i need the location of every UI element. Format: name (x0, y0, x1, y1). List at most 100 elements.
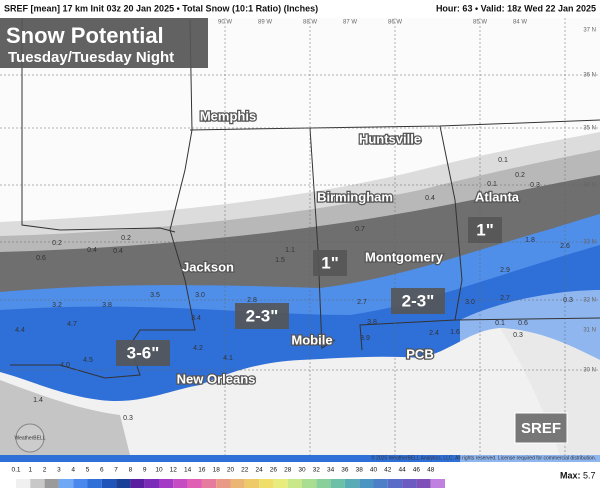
subtitle: Tuesday/Tuesday Night (8, 49, 174, 66)
city-label: Memphis (200, 108, 256, 123)
legend-tick: 42 (384, 467, 392, 474)
legend-swatch (302, 479, 317, 488)
legend-swatch (430, 479, 445, 488)
snow-amount: 0.4 (425, 195, 435, 202)
legend-tick: 40 (370, 467, 378, 474)
zone-label: 1" (476, 220, 494, 239)
longitude-label: 85 W (473, 20, 487, 26)
snow-amount: 4.0 (60, 362, 70, 369)
border-ms-la (10, 19, 196, 379)
legend-tick: 18 (213, 467, 221, 474)
longitude-label: 86 W (388, 20, 402, 26)
legend-swatch (273, 479, 288, 488)
snow-amount: 0.3 (563, 297, 573, 304)
border-ga-fl (454, 317, 600, 321)
snow-amount: 2.7 (500, 295, 510, 302)
snow-amount: 3.9 (360, 335, 370, 342)
header-right: Hour: 63 • Valid: 18z Wed 22 Jan 2025 (436, 3, 596, 13)
zone-box (235, 303, 289, 329)
latitude-label: 33 N (583, 240, 596, 246)
border-ar (21, 18, 176, 233)
latitude-label: 35 N (583, 126, 596, 132)
badge: SREF (521, 420, 561, 437)
latitude-label: 32 N (583, 298, 596, 304)
legend-swatch (30, 479, 45, 488)
logo-mark (15, 423, 45, 453)
legend: 0.1 1 2 3 4 5 6 7 8 9 10 12 14 16 18 20 22 24 26 28 30 32 34 36… (11, 467, 445, 488)
legend-swatch (44, 479, 59, 488)
graticule (0, 18, 600, 455)
legend-tick: 22 (241, 467, 249, 474)
snow-amount: 0.3 (123, 415, 133, 422)
legend-tick: 8 (129, 467, 133, 474)
snow-amount: 2.4 (429, 330, 439, 337)
longitude-label: 90 W (218, 20, 232, 26)
snow-amount: 1.1 (285, 247, 295, 254)
zone-box (391, 288, 445, 314)
legend-swatch (130, 479, 145, 488)
snow-amount: 4.4 (15, 327, 25, 334)
legend-swatch (230, 479, 245, 488)
legend-tick: 3 (57, 467, 61, 474)
longitude-label: 84 W (513, 20, 527, 26)
legend-swatch (359, 479, 374, 488)
zone-box (313, 250, 347, 276)
legend-swatch (173, 479, 188, 488)
border-al-ga (359, 125, 463, 351)
legend-tick: 5 (86, 467, 90, 474)
city-label: Huntsville (359, 131, 421, 146)
snow-amount: 4.1 (223, 355, 233, 362)
legend-tick: 6 (100, 467, 104, 474)
snow-amount: 4.2 (193, 345, 203, 352)
snow-amount: 3.4 (191, 315, 201, 322)
legend-swatch (16, 479, 31, 488)
legend-tick: 14 (184, 467, 192, 474)
snow-amount: 3.0 (465, 299, 475, 306)
snow-amount: 0.3 (513, 332, 523, 339)
legend-swatch (259, 479, 274, 488)
legend-tick: 16 (198, 467, 206, 474)
longitude-label: 87 W (343, 20, 357, 26)
state-borders (10, 18, 600, 379)
snow-amount: 1.5 (275, 257, 285, 264)
credit: © 2025 WeatherBELL Analytics, LLC. All r… (371, 454, 596, 461)
badge-box (514, 412, 568, 444)
legend-tick: 46 (413, 467, 421, 474)
snow-amount: 3.8 (102, 302, 112, 309)
snow-amount: 0.3 (530, 182, 540, 189)
snow-amount: 4.7 (67, 321, 77, 328)
legend-tick: 32 (313, 467, 321, 474)
gulf-water (0, 328, 600, 455)
snow-amount: 0.4 (113, 248, 123, 255)
title-box (0, 18, 208, 68)
legend-swatch (159, 479, 174, 488)
header-left: SREF [mean] 17 km Init 03z 20 Jan 2025 •… (4, 3, 318, 13)
zone-box (468, 217, 502, 243)
legend-swatch (373, 479, 388, 488)
snow-amount: 0.7 (355, 226, 365, 233)
legend-tick: 36 (341, 467, 349, 474)
florida-land (500, 328, 600, 455)
snow-amount: 0.1 (498, 157, 508, 164)
legend-swatch (344, 479, 360, 488)
city-label: Birmingham (317, 189, 393, 204)
legend-swatch (116, 479, 131, 488)
longitude-label: 88 W (303, 20, 317, 26)
city-label: New Orleans (177, 371, 256, 386)
legend-tick: 28 (284, 467, 292, 474)
legend-tick: 38 (356, 467, 364, 474)
snow-amount: 2.8 (247, 297, 257, 304)
legend-tick: 4 (71, 467, 75, 474)
zone-label: 1" (321, 253, 339, 272)
snow-amount: 0.1 (495, 320, 505, 327)
snow-amount: 0.2 (52, 240, 62, 247)
latitude-label: 31 N (583, 328, 596, 334)
latitude-label: 36 N (583, 73, 596, 79)
city-label: Atlanta (475, 189, 520, 204)
snow-amount: 0.2 (515, 172, 525, 179)
legend-swatch (187, 479, 202, 488)
snow-amount: 1.8 (525, 237, 535, 244)
snow-amount: 2.6 (560, 243, 570, 250)
legend-swatch (316, 479, 331, 488)
legend-swatch (287, 479, 302, 488)
